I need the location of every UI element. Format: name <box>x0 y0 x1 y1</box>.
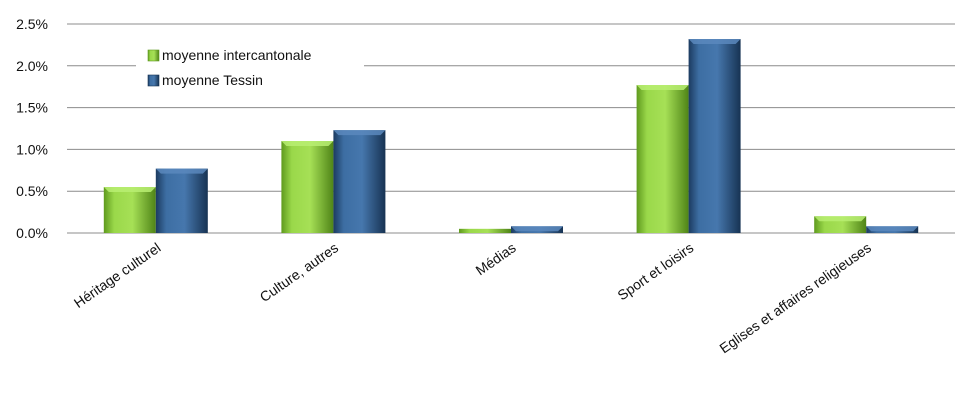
bar-intercantonal-1 <box>281 141 334 233</box>
legend: moyenne intercantonale moyenne Tessin <box>136 42 364 100</box>
bar-bevel <box>103 187 156 193</box>
x-category-label: Médias <box>473 239 519 278</box>
legend-label: moyenne Tessin <box>162 72 263 88</box>
y-tick-label: 1.0% <box>16 141 48 157</box>
bar-bevel <box>866 226 919 232</box>
bar-intercantonal-2 <box>459 228 511 233</box>
legend-swatch <box>147 49 160 62</box>
legend-box <box>136 42 364 100</box>
x-category-label: Sport et loisirs <box>614 239 696 303</box>
bar-bevel <box>511 226 563 232</box>
bar-bevel <box>333 130 386 136</box>
legend-swatch <box>147 74 160 87</box>
y-tick-label: 1.5% <box>16 100 48 116</box>
y-tick-label: 0.5% <box>16 183 48 199</box>
bars <box>103 39 919 233</box>
y-tick-label: 2.0% <box>16 58 48 74</box>
bar-intercantonal-0 <box>103 187 156 233</box>
bar-tessin-1 <box>333 130 386 233</box>
x-axis: Héritage culturel Culture, autres Médias Sp… <box>71 239 874 356</box>
x-category-label: Eglises et affaires religieuses <box>716 239 873 356</box>
x-category-label: Héritage culturel <box>71 239 164 311</box>
bar-bevel <box>814 216 867 222</box>
bar-intercantonal-3 <box>636 85 689 233</box>
legend-label: moyenne intercantonale <box>162 47 312 63</box>
bar-bevel <box>155 168 208 174</box>
y-tick-label: 2.5% <box>16 16 48 32</box>
y-tick-label: 0.0% <box>16 225 48 241</box>
bar-tessin-0 <box>155 168 208 233</box>
bar-tessin-3 <box>688 39 741 233</box>
x-category-label: Culture, autres <box>257 239 341 305</box>
bar-bevel <box>688 39 741 45</box>
y-axis: 0.0% 0.5% 1.0% 1.5% 2.0% 2.5% <box>16 16 48 241</box>
bar-bevel <box>281 141 334 147</box>
bar-bevel <box>636 85 689 91</box>
